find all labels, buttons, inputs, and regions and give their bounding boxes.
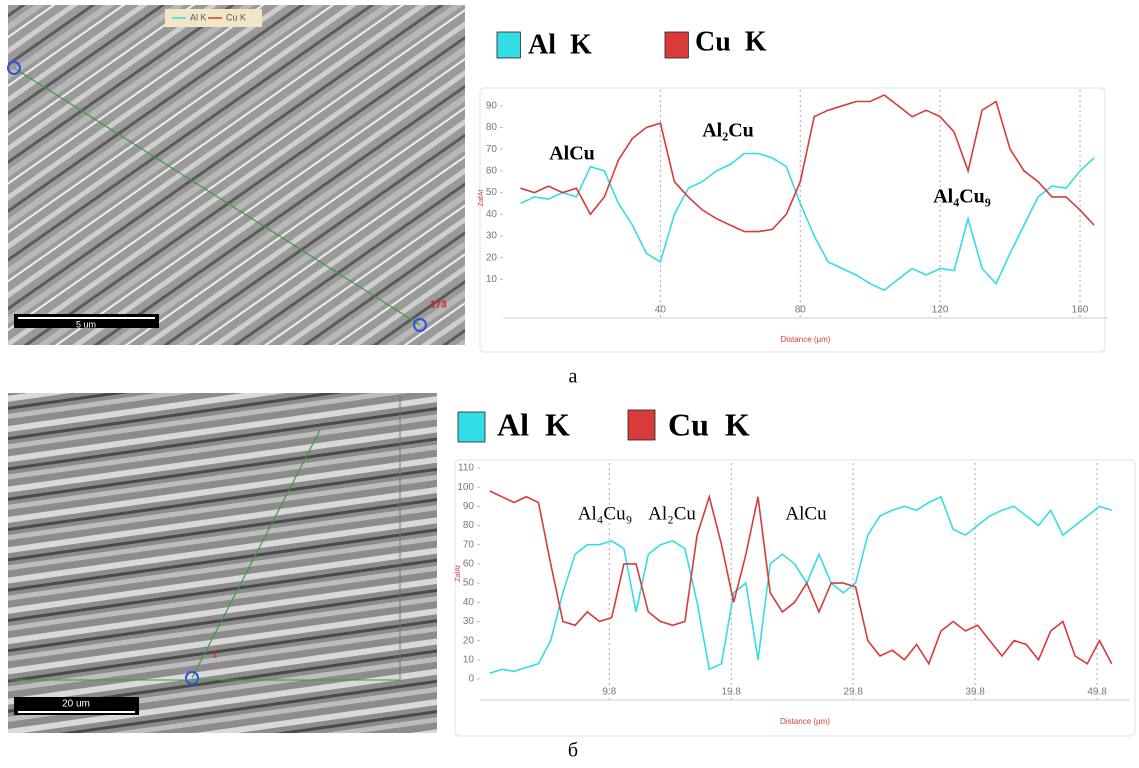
y-tick-label: 80: [463, 520, 475, 531]
y-tick-label: 70: [463, 539, 475, 550]
legend-label: Cu K: [668, 406, 750, 442]
image-marker: 173: [430, 300, 447, 311]
scan-line: [13, 67, 421, 326]
y-tick-label: 30: [463, 616, 475, 627]
panel-caption: б: [568, 740, 578, 762]
x-axis-label: Distance (µm): [780, 717, 830, 726]
y-tick-label: 40: [486, 209, 498, 220]
x-tick-label: 49.8: [1087, 687, 1107, 698]
data-line: [489, 490, 1113, 666]
x-axis-label: Distance (µm): [781, 335, 831, 344]
y-tick-label: 50: [463, 578, 475, 589]
scan-start: [185, 671, 199, 685]
scale-bar-label: 5 um: [76, 319, 96, 329]
y-tick-label: 40: [463, 597, 475, 608]
image-legend: Al K: [190, 12, 207, 22]
data-line: [489, 495, 1112, 674]
y-tick-label: 60: [486, 166, 498, 177]
y-tick-label: 20: [463, 635, 475, 646]
legend-swatch: [664, 31, 689, 59]
scale-bar-label: 20 um: [62, 699, 90, 710]
y-tick-label: 10: [463, 654, 475, 665]
micrograph: [8, 393, 437, 733]
annotation: AlCu: [549, 143, 595, 165]
annotation: AlCu: [785, 503, 827, 524]
y-axis-label: ZafAt: [478, 190, 485, 207]
micrograph: [8, 5, 465, 345]
scan-end: [413, 318, 427, 332]
y-tick-label: 60: [463, 559, 475, 570]
y-tick-label: 100: [457, 482, 474, 493]
annotation: Al₂Cu: [648, 503, 696, 524]
scan-start: [7, 61, 21, 75]
data-line: [520, 94, 1095, 233]
annotation: Al₄Cu₉: [578, 503, 632, 524]
x-tick-label: 19.8: [721, 687, 741, 698]
scale-bar-bg: [14, 697, 139, 715]
x-tick-label: 29.8: [843, 687, 863, 698]
data-line: [520, 152, 1095, 292]
y-tick-label: 70: [486, 144, 498, 155]
legend-label: Cu K: [695, 26, 767, 57]
y-axis-label: ZafAt: [455, 565, 462, 582]
image-marker: 1: [212, 650, 218, 661]
x-tick-label: 39.8: [965, 687, 985, 698]
legend-swatch: [457, 411, 486, 443]
y-tick-label: 80: [486, 122, 498, 133]
chart-frame: [454, 459, 1136, 737]
x-tick-label: 9.8: [602, 687, 616, 698]
panel-caption: а: [569, 366, 578, 388]
annotation: Al₄Cu₉: [933, 186, 991, 208]
legend-swatch: [627, 409, 656, 441]
annotation: Al₂Cu: [702, 120, 754, 142]
y-tick-label: 90: [486, 100, 498, 111]
y-tick-label: 90: [463, 501, 475, 512]
legend-label: Al K: [497, 406, 570, 442]
y-tick-label: 110: [458, 463, 474, 474]
y-tick-label: 20: [486, 252, 498, 263]
y-tick-label: 0: [468, 674, 474, 685]
legend-label: Al K: [528, 29, 592, 60]
legend-swatch: [496, 31, 521, 59]
y-tick-label: 50: [486, 187, 498, 198]
chart-frame: [479, 87, 1106, 353]
y-tick-label: 10: [486, 274, 498, 285]
scan-line: [191, 429, 321, 679]
image-legend: Cu K: [226, 12, 246, 22]
y-tick-label: 30: [486, 231, 498, 242]
